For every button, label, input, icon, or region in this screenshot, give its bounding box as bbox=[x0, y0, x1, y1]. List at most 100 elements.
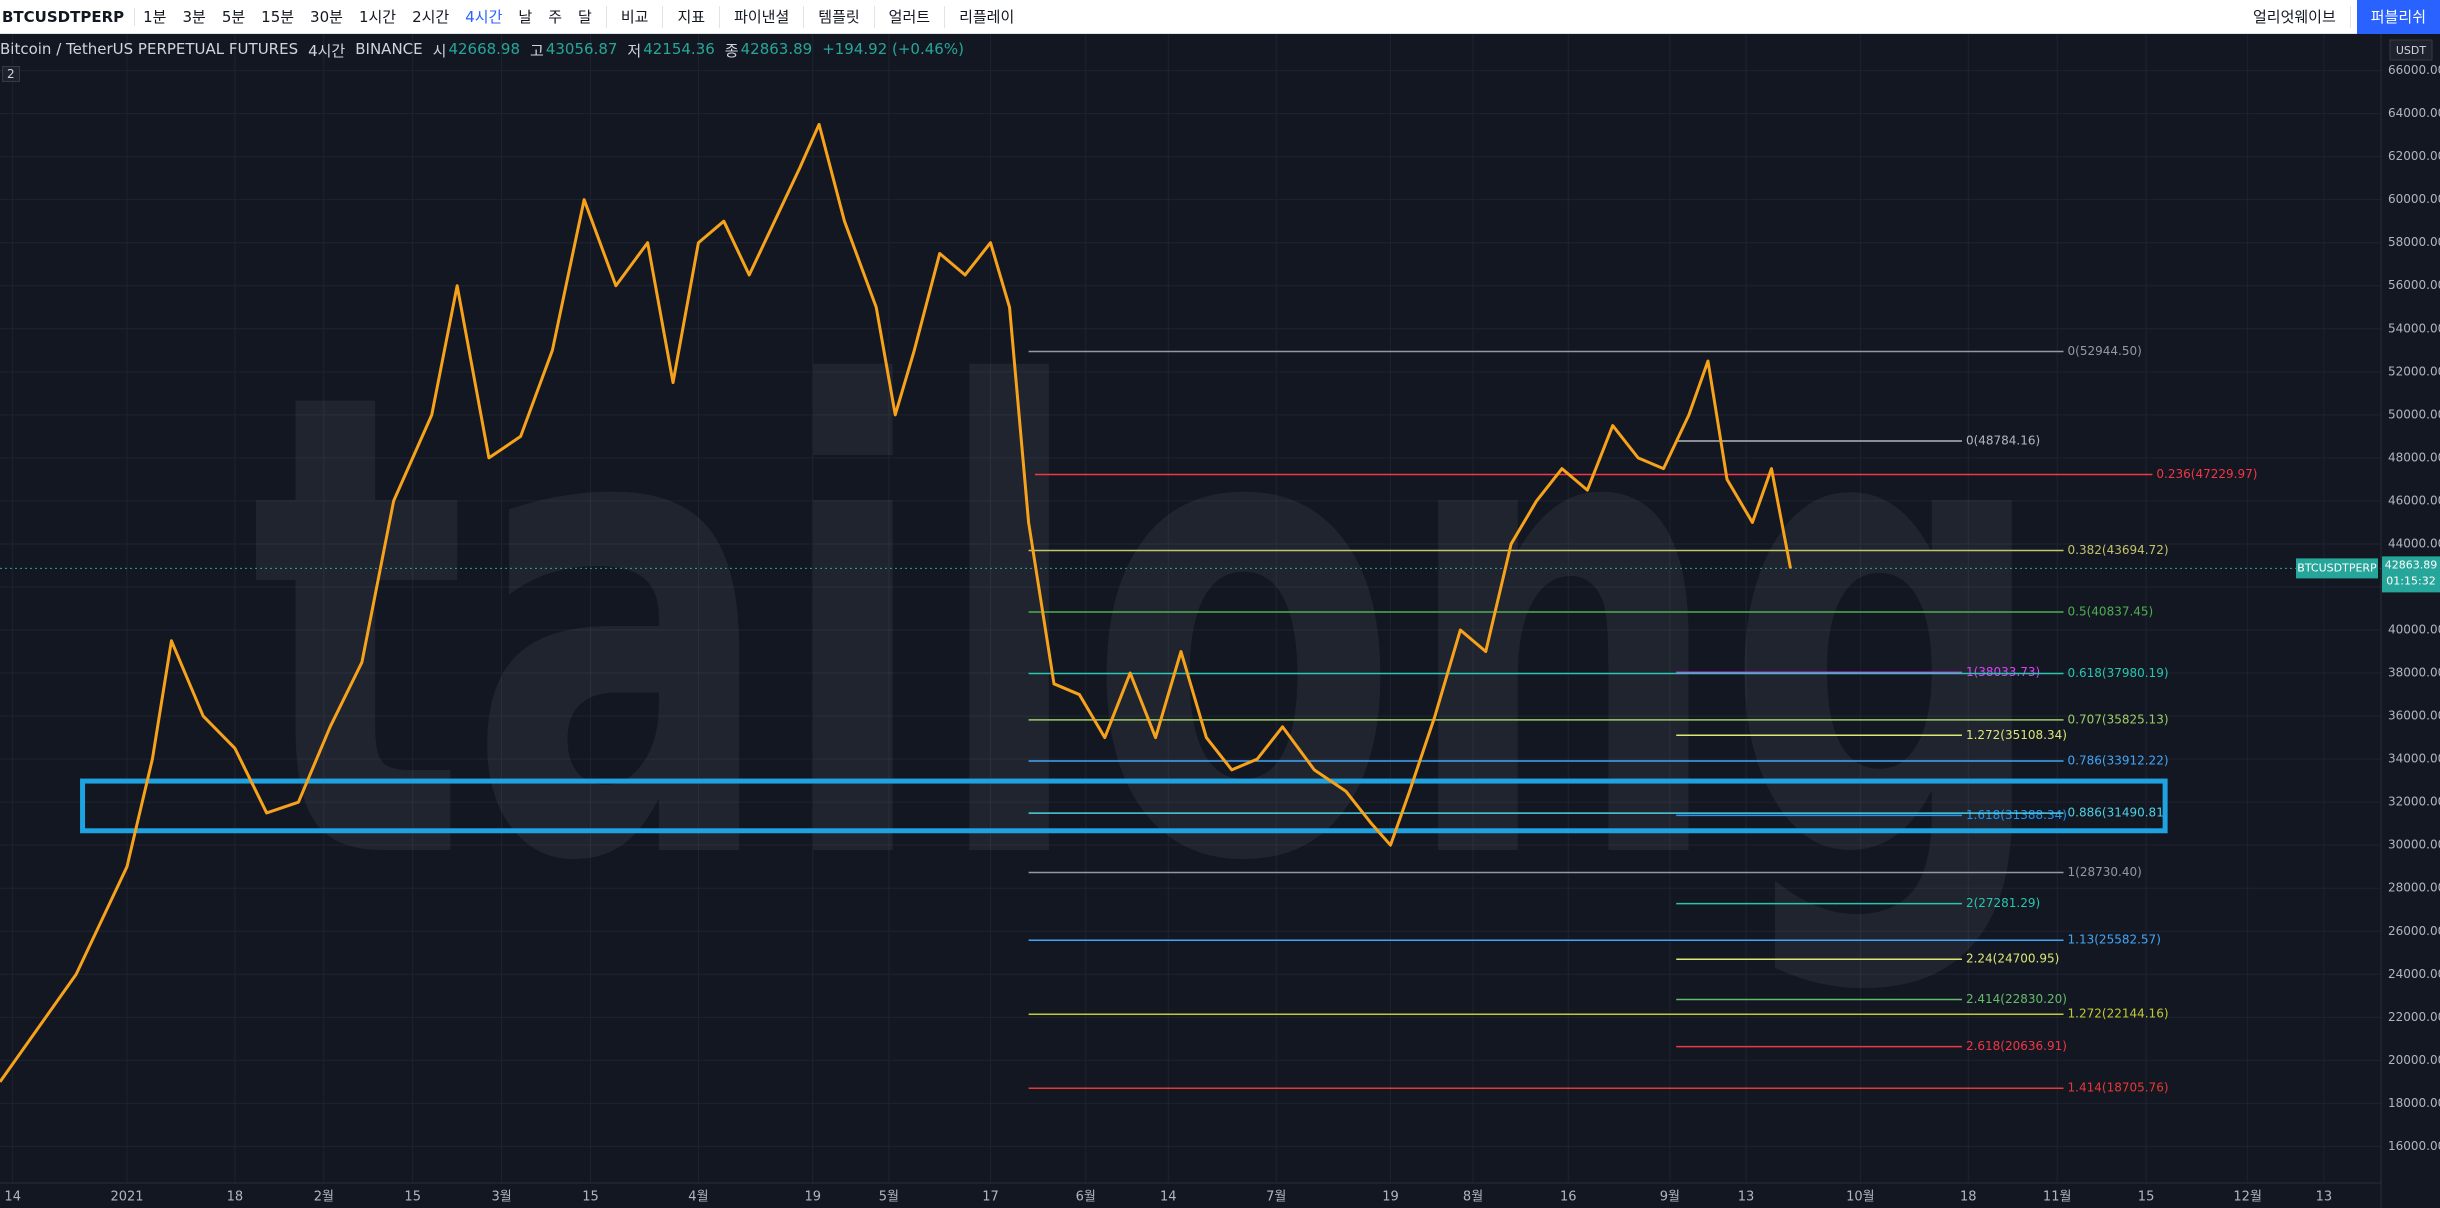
x-tick-label: 18 bbox=[1960, 1190, 1977, 1205]
y-tick-label: 50000.00 bbox=[2388, 407, 2440, 421]
x-tick-label: 14 bbox=[1160, 1190, 1177, 1205]
tool-button[interactable]: 파이낸셜 bbox=[734, 8, 790, 26]
fib-level: 0.886(31490.81) bbox=[1028, 806, 2169, 820]
currency-box bbox=[2389, 39, 2433, 61]
ohlc-value: 42154.36 bbox=[643, 40, 715, 58]
x-tick-label: 4월 bbox=[688, 1190, 708, 1205]
ohlc-value: 43056.87 bbox=[545, 40, 618, 58]
indicator-toggle[interactable]: 2 bbox=[2, 66, 20, 82]
x-tick-label: 14 bbox=[4, 1190, 21, 1205]
fib-level: 1(28730.40) bbox=[1028, 865, 2142, 879]
separator bbox=[719, 5, 721, 28]
fib-level: 1.272(22144.16) bbox=[1028, 1007, 2169, 1021]
x-tick-label: 19 bbox=[804, 1190, 821, 1205]
y-tick-label: 48000.00 bbox=[2388, 450, 2440, 464]
drawing-tool-select[interactable]: 얼리엇웨이브 bbox=[2252, 8, 2336, 26]
interval-button[interactable]: 1분 bbox=[143, 8, 167, 26]
separator bbox=[944, 5, 946, 28]
interval-button[interactable]: 30분 bbox=[310, 8, 343, 26]
fib-level: 1.272(35108.34) bbox=[1676, 728, 2067, 742]
publish-button[interactable]: 퍼블리쉬 bbox=[2356, 0, 2440, 34]
separator bbox=[2349, 5, 2351, 28]
interval-button[interactable]: 날 bbox=[518, 8, 533, 26]
fib-label: 1(28730.40) bbox=[2068, 865, 2142, 879]
y-tick-label: 54000.00 bbox=[2388, 321, 2440, 335]
interval-button[interactable]: 3분 bbox=[182, 8, 206, 26]
y-tick-label: 66000.00 bbox=[2388, 63, 2440, 77]
symbol-title: Bitcoin / TetherUS PERPETUAL FUTURES bbox=[0, 40, 299, 58]
tool-button[interactable]: 템플릿 bbox=[818, 8, 860, 26]
ohlc-key: 시 bbox=[432, 42, 447, 60]
y-tick-label: 22000.00 bbox=[2388, 1010, 2440, 1024]
fib-level: 1.13(25582.57) bbox=[1028, 933, 2161, 947]
fib-level: 2.414(22830.20) bbox=[1676, 992, 2067, 1006]
fib-label: 1(38033.73) bbox=[1966, 665, 2040, 679]
ohlc-value: 42863.89 bbox=[740, 40, 813, 58]
fib-level: 0.382(43694.72) bbox=[1028, 543, 2169, 557]
fib-label: 2.618(20636.91) bbox=[1966, 1039, 2067, 1053]
fib-label: 0.618(37980.19) bbox=[2068, 666, 2169, 680]
y-tick-label: 24000.00 bbox=[2388, 967, 2440, 981]
fib-level: 0(48784.16) bbox=[1676, 434, 2040, 448]
x-tick-label: 15 bbox=[582, 1190, 599, 1205]
fib-label: 0(48784.16) bbox=[1966, 434, 2040, 448]
y-tick-label: 36000.00 bbox=[2388, 709, 2440, 723]
ohlc-value: 42668.98 bbox=[448, 40, 521, 58]
x-tick-label: 12월 bbox=[2233, 1190, 2262, 1205]
x-tick-label: 13 bbox=[2316, 1190, 2333, 1205]
interval-button[interactable]: 달 bbox=[578, 8, 592, 26]
ohlc-key: 고 bbox=[530, 42, 544, 60]
tool-button[interactable]: 리플레이 bbox=[959, 8, 1015, 26]
price-tag: 42863.89 bbox=[2385, 558, 2438, 571]
y-tick-label: 38000.00 bbox=[2388, 666, 2440, 680]
y-tick-label: 32000.00 bbox=[2388, 795, 2440, 809]
fib-label: 0.886(31490.81) bbox=[2068, 806, 2169, 820]
price-line bbox=[0, 122, 1792, 1083]
y-tick-label: 60000.00 bbox=[2388, 192, 2440, 206]
y-tick-label: 20000.00 bbox=[2388, 1053, 2440, 1067]
fib-level: 2.618(20636.91) bbox=[1676, 1039, 2067, 1053]
fib-label: 1.272(35108.34) bbox=[1966, 728, 2067, 742]
symbol-tag-bg bbox=[2296, 558, 2378, 579]
tool-button[interactable]: 얼러트 bbox=[888, 8, 931, 26]
separator bbox=[803, 5, 805, 28]
symbol-legend: Bitcoin / TetherUS PERPETUAL FUTURES 4시간 B… bbox=[0, 40, 964, 61]
fib-level: 0.5(40837.45) bbox=[1028, 604, 2153, 618]
fib-label: 1.272(22144.16) bbox=[2068, 1007, 2169, 1021]
fib-level: 2.24(24700.95) bbox=[1676, 952, 2059, 966]
interval-button[interactable]: 4시간 bbox=[465, 8, 503, 26]
fib-level: 2(27281.29) bbox=[1676, 896, 2040, 910]
x-tick-label: 8월 bbox=[1463, 1190, 1483, 1205]
tool-button[interactable]: 지표 bbox=[677, 8, 706, 26]
x-tick-label: 2월 bbox=[314, 1190, 334, 1205]
symbol-exchange: BINANCE bbox=[355, 40, 423, 58]
x-tick-label: 3월 bbox=[491, 1190, 511, 1205]
x-tick-label: 11월 bbox=[2043, 1190, 2072, 1205]
interval-button[interactable]: 15분 bbox=[261, 8, 295, 26]
interval-button[interactable]: 주 bbox=[548, 8, 563, 26]
x-tick-label: 6월 bbox=[1076, 1190, 1096, 1205]
interval-button[interactable]: 2시간 bbox=[412, 8, 450, 26]
ohlc-key: 저 bbox=[627, 42, 642, 60]
fib-level: 0.786(33912.22) bbox=[1028, 754, 2169, 768]
fib-label: 0.707(35825.13) bbox=[2068, 712, 2169, 726]
fib-label: 2.24(24700.95) bbox=[1966, 952, 2059, 966]
x-tick-label: 9월 bbox=[1660, 1190, 1680, 1205]
x-tick-label: 15 bbox=[404, 1190, 421, 1205]
fib-level: 1.618(31388.34) bbox=[1676, 808, 2067, 822]
fib-level: 1(38033.73) bbox=[1676, 665, 2040, 679]
x-tick-label: 17 bbox=[982, 1190, 999, 1205]
ohlc-key: 종 bbox=[724, 42, 739, 60]
symbol-interval: 4시간 bbox=[308, 42, 346, 60]
interval-button[interactable]: 5분 bbox=[221, 8, 246, 26]
tool-button[interactable]: 비교 bbox=[620, 8, 649, 26]
x-tick-label: 2021 bbox=[110, 1190, 143, 1205]
symbol-tag: BTCUSDTPERP bbox=[2297, 561, 2377, 574]
interval-button[interactable]: 1시간 bbox=[358, 8, 397, 26]
separator bbox=[873, 5, 875, 28]
fib-label: 1.618(31388.34) bbox=[1966, 808, 2067, 822]
symbol-search[interactable]: BTCUSDTPERP bbox=[0, 7, 136, 26]
y-tick-label: 64000.00 bbox=[2388, 106, 2440, 120]
